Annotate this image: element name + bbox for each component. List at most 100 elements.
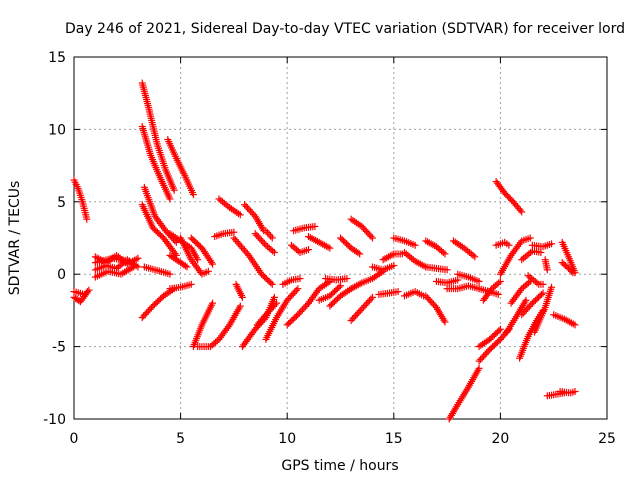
data-point [475, 357, 483, 365]
data-point [548, 240, 556, 248]
data-point [298, 306, 306, 314]
data-point [273, 299, 281, 307]
data-point [245, 206, 253, 214]
data-point [441, 250, 449, 258]
data-point [189, 191, 197, 199]
data-point [253, 231, 261, 239]
data-point [441, 318, 449, 326]
data-point [257, 236, 265, 244]
data-point [213, 337, 221, 345]
data-point [270, 293, 278, 301]
x-tick-label: 10 [278, 431, 296, 447]
data-point [359, 224, 367, 232]
data-point [326, 244, 334, 252]
data-point [354, 249, 362, 257]
data-point [247, 207, 255, 215]
data-point [269, 302, 277, 310]
data-point [125, 257, 133, 265]
data-point [480, 352, 488, 360]
data-point [364, 298, 372, 306]
data-point [166, 195, 174, 203]
y-axis-label: SDTVAR / TECUs [7, 181, 23, 296]
data-point [343, 275, 351, 283]
data-point [481, 350, 489, 358]
data-point [390, 262, 398, 270]
data-point [183, 263, 191, 271]
x-tick-label: 5 [176, 431, 185, 447]
data-point [356, 250, 364, 258]
data-point [259, 238, 267, 246]
data-point [285, 295, 293, 303]
data-point [361, 302, 369, 310]
data-point [411, 241, 419, 249]
data-point [475, 277, 483, 285]
data-point [144, 307, 152, 315]
data-point [516, 206, 524, 214]
data-point [358, 222, 366, 230]
data-point [527, 301, 535, 309]
data-point [265, 230, 273, 238]
x-tick-label: 15 [385, 431, 403, 447]
data-point [525, 279, 533, 287]
data-point [311, 222, 319, 230]
data-point [394, 288, 402, 296]
data-point [238, 293, 246, 301]
data-point [288, 291, 296, 299]
data-point [494, 290, 502, 298]
data-point [291, 288, 299, 296]
y-axis-ticks: -10 -5 0 5 10 15 [43, 50, 607, 428]
data-point [130, 263, 138, 271]
data-point [260, 312, 268, 320]
data-point [428, 299, 436, 307]
data-point [286, 293, 294, 301]
data-point [569, 269, 577, 277]
data-point [270, 248, 278, 256]
data-point [359, 303, 367, 311]
data-point [347, 317, 355, 325]
data-point [166, 270, 174, 278]
data-point [505, 241, 513, 249]
x-tick-label: 20 [491, 431, 509, 447]
data-point [519, 309, 527, 317]
data-point [567, 267, 575, 275]
data-point [294, 285, 302, 293]
data-point [254, 233, 262, 241]
data-point [283, 296, 291, 304]
data-point [439, 248, 447, 256]
data-point [423, 294, 431, 302]
data-point [426, 297, 434, 305]
data-point [268, 234, 276, 242]
data-point [358, 305, 366, 313]
data-point [365, 231, 373, 239]
data-point [525, 302, 533, 310]
data-point [496, 325, 504, 333]
data-point [539, 280, 547, 288]
data-point [141, 310, 149, 318]
data-point [289, 290, 297, 298]
data-point [365, 297, 373, 305]
data-point [443, 266, 451, 274]
data-point [524, 304, 532, 312]
data-point [362, 227, 370, 235]
data-point [356, 307, 364, 315]
data-point [187, 280, 195, 288]
data-point [548, 283, 556, 291]
data-point [526, 234, 534, 242]
y-tick-label: 10 [48, 122, 66, 138]
data-point [337, 282, 344, 290]
data-point [265, 307, 273, 315]
data-point [85, 286, 93, 294]
data-point [350, 313, 358, 321]
chart-title: Day 246 of 2021, Sidereal Day-to-day VTE… [65, 21, 625, 37]
data-point [268, 304, 276, 312]
data-point [292, 312, 300, 320]
x-axis-label: GPS time / hours [281, 458, 398, 474]
data-point [236, 302, 244, 310]
data-point [295, 309, 303, 317]
x-axis-ticks: 0 5 10 15 20 25 [70, 57, 616, 447]
data-point [495, 327, 503, 335]
data-point [539, 289, 547, 297]
data-point [425, 295, 433, 303]
data-point [242, 202, 250, 210]
data-point [367, 295, 375, 303]
